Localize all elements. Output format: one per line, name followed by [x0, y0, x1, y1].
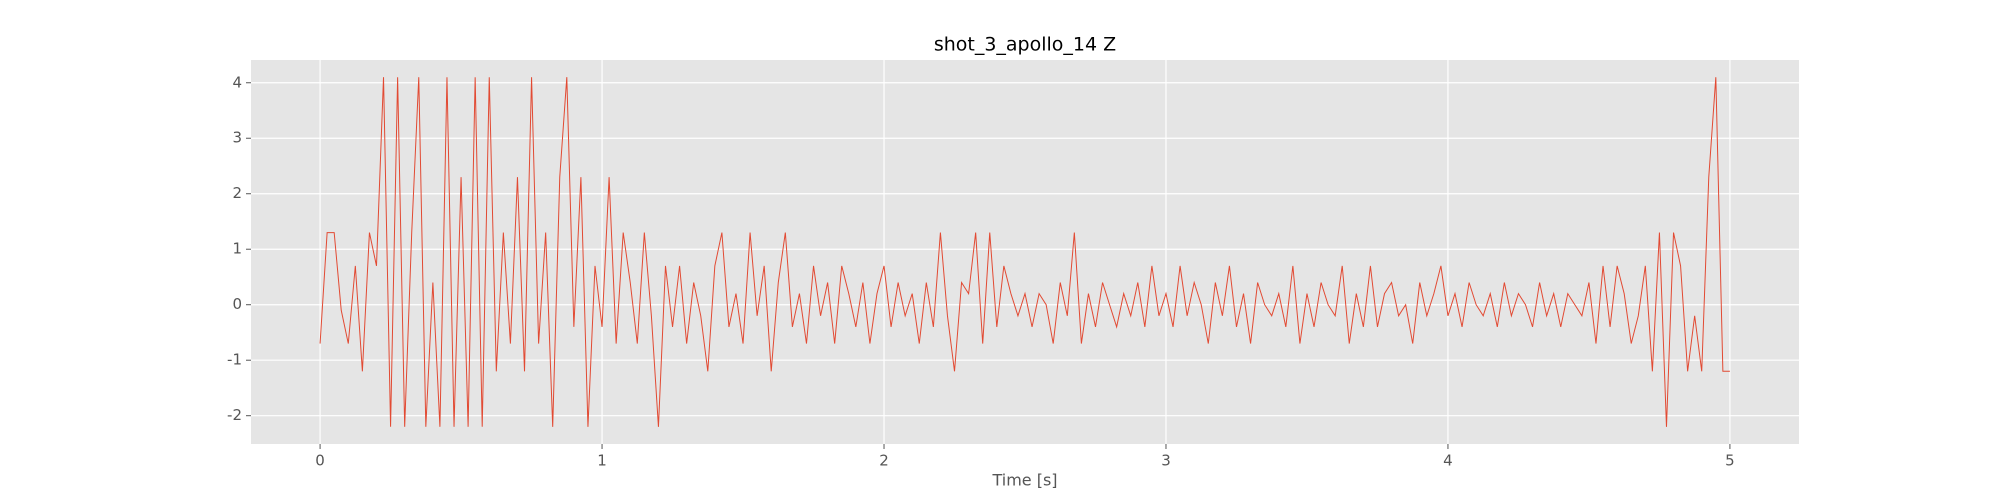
x-tick-label: 3 [1161, 452, 1171, 470]
y-tick-label: 0 [232, 295, 242, 313]
y-tick-label: -2 [227, 406, 242, 424]
y-tick-label: 1 [232, 240, 242, 258]
plot-area [251, 60, 1799, 444]
x-tick-label: 5 [1725, 452, 1735, 470]
y-tick-label: -1 [227, 351, 242, 369]
x-tick-label: 0 [315, 452, 325, 470]
x-tick-label: 4 [1443, 452, 1453, 470]
x-tick-label: 1 [597, 452, 607, 470]
x-tick-label: 2 [879, 452, 889, 470]
data-line [319, 77, 1730, 427]
y-tick-label: 2 [232, 184, 242, 202]
x-axis-label: Time [s] [991, 471, 1057, 490]
y-tick-label: 3 [232, 129, 242, 147]
chart-title: shot_3_apollo_14 Z [934, 34, 1116, 56]
y-tick-label: 4 [232, 73, 242, 91]
